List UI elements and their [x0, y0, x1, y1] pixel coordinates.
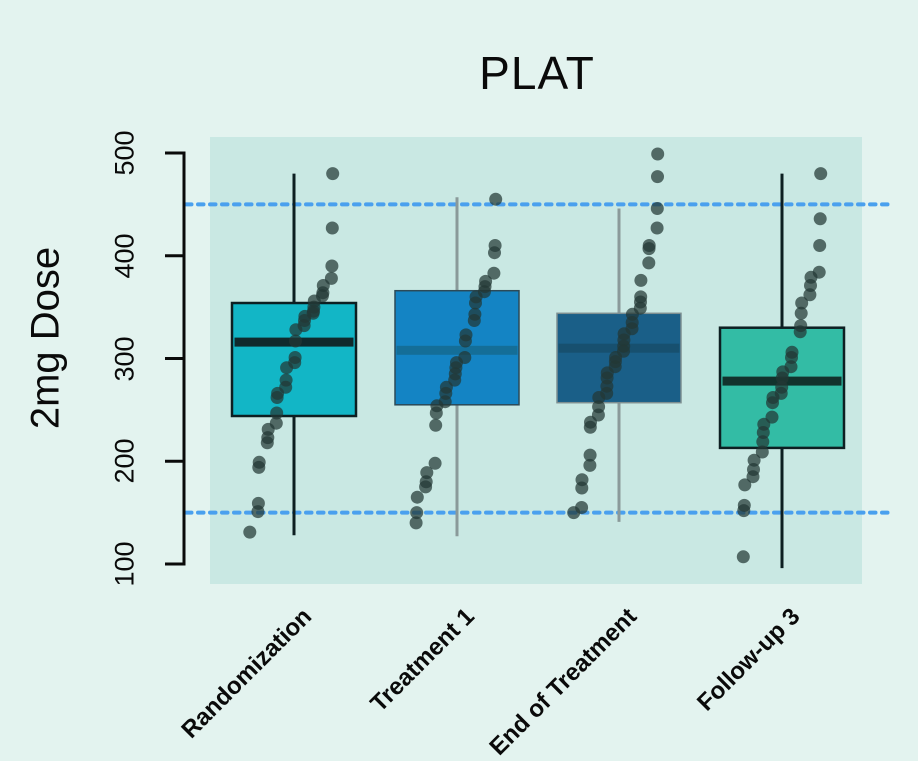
data-point	[419, 480, 433, 494]
data-point	[642, 256, 656, 270]
data-point	[756, 435, 770, 449]
data-point	[795, 296, 809, 310]
data-point	[270, 406, 284, 420]
data-point	[804, 279, 817, 292]
data-point	[325, 259, 339, 273]
data-point	[592, 391, 606, 404]
data-point	[746, 470, 760, 484]
data-point	[747, 453, 761, 467]
data-point	[489, 192, 503, 206]
data-point	[737, 504, 751, 518]
data-point	[803, 288, 817, 302]
y-tick-label-400: 400	[109, 233, 140, 279]
data-point	[410, 490, 424, 504]
data-point	[420, 466, 434, 480]
data-point	[467, 314, 481, 327]
data-point	[289, 323, 303, 337]
data-point	[270, 391, 284, 404]
data-point	[567, 506, 581, 520]
data-point	[325, 221, 339, 235]
data-point	[409, 516, 423, 530]
data-point	[634, 273, 648, 287]
data-point	[252, 460, 266, 474]
data-point	[260, 436, 274, 450]
data-point	[736, 550, 750, 564]
y-axis-label: 2mg Dose	[23, 246, 68, 430]
data-point	[813, 239, 827, 252]
data-point	[651, 170, 664, 184]
data-point	[243, 525, 257, 539]
y-tick-label-100: 100	[109, 541, 140, 587]
data-point	[785, 351, 798, 364]
data-point	[575, 481, 589, 495]
data-point	[583, 458, 597, 472]
data-point	[813, 212, 827, 226]
y-tick-label-200: 200	[109, 438, 140, 484]
data-point	[429, 406, 443, 420]
data-point	[428, 456, 442, 470]
data-point	[289, 334, 302, 348]
data-point	[429, 418, 443, 432]
y-tick-label-500: 500	[109, 130, 140, 176]
data-point	[326, 167, 340, 181]
data-point	[458, 334, 472, 348]
data-point	[793, 325, 807, 339]
y-tick-label-300: 300	[109, 335, 140, 382]
data-point	[488, 246, 501, 260]
data-point	[738, 478, 752, 492]
chart-title: PLAT	[479, 47, 595, 99]
data-point	[794, 306, 808, 320]
data-point	[775, 371, 789, 385]
data-point	[651, 147, 665, 161]
data-point	[251, 505, 265, 519]
median-line-1	[396, 345, 518, 355]
data-point	[755, 445, 769, 459]
data-point	[583, 420, 597, 434]
data-point	[583, 448, 597, 462]
data-point	[814, 167, 828, 181]
data-point	[650, 202, 664, 215]
data-point	[642, 242, 656, 256]
data-point	[410, 506, 424, 520]
data-point	[469, 296, 482, 310]
data-point	[766, 396, 779, 410]
data-point	[280, 361, 294, 375]
data-point	[650, 221, 664, 235]
data-point	[487, 266, 501, 280]
data-point	[756, 426, 770, 439]
